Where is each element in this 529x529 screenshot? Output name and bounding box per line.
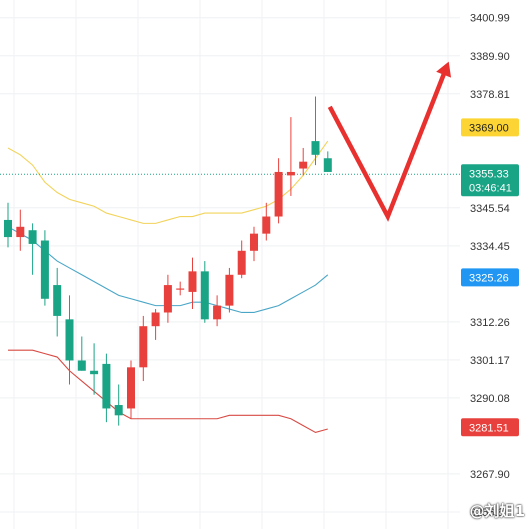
grid — [0, 0, 460, 529]
current-price-label: 3355.33 — [469, 168, 509, 180]
candle-body — [213, 305, 222, 320]
candle-body — [53, 285, 62, 316]
candle-body — [102, 363, 111, 409]
price-badge-blue — [461, 268, 519, 287]
candle-body — [127, 367, 135, 409]
candle-body — [311, 141, 320, 155]
price-badge-red — [461, 418, 519, 437]
y-tick-label: 3256.81 — [470, 507, 510, 519]
arrow-path — [327, 68, 448, 222]
candle-body — [65, 319, 74, 361]
price-badge-label: 3325.26 — [469, 272, 509, 284]
y-tick-label: 3312.26 — [470, 317, 510, 329]
price-badges: 3369.00 3325.26 3281.51 3355.33 03:46:41 — [461, 118, 519, 437]
candle-body — [299, 161, 308, 169]
y-tick-label: 3400.99 — [470, 13, 510, 25]
current-price-badge — [461, 164, 519, 197]
candle-body — [151, 312, 160, 327]
band-line-lower — [8, 349, 328, 434]
y-tick-label: 3345.54 — [470, 203, 510, 215]
candle-body — [200, 271, 209, 320]
candle-body — [237, 250, 246, 275]
price-badge-label: 3281.51 — [469, 422, 509, 434]
y-tick-label: 3301.17 — [470, 355, 510, 367]
y-tick-label: 3389.90 — [470, 51, 510, 63]
forecast-arrow — [327, 61, 452, 222]
candle-body — [323, 158, 332, 172]
y-tick-label: 3378.81 — [470, 89, 510, 101]
watermark: @刘姐1 — [469, 502, 525, 520]
candle-body — [77, 360, 86, 371]
arrow-head — [436, 61, 452, 78]
price-badge-yellow — [461, 118, 519, 137]
candle-body — [114, 405, 123, 416]
price-badge-label: 3369.00 — [469, 122, 509, 134]
candle-body — [250, 233, 258, 251]
y-tick-label: 3267.90 — [470, 469, 510, 481]
countdown-label: 03:46:41 — [469, 182, 512, 194]
candle-body — [176, 288, 185, 290]
y-tick-label: 3290.08 — [470, 393, 510, 405]
candle-body — [225, 274, 234, 306]
candle-body — [286, 171, 295, 176]
candle-body — [262, 216, 271, 234]
candle-body — [188, 271, 197, 292]
candle-body — [16, 226, 25, 238]
candle-body — [163, 285, 172, 313]
candle-body — [90, 370, 99, 375]
ma-line-yellow — [7, 140, 329, 224]
candle-body — [40, 240, 49, 299]
candles — [4, 96, 332, 426]
candle-body — [28, 230, 37, 244]
candle-body — [4, 219, 12, 238]
y-tick-label: 3334.45 — [470, 241, 510, 253]
candle-body — [274, 171, 283, 217]
candle-body — [139, 326, 148, 368]
price-axis: 3400.99 3389.90 3378.81 3345.54 3334.45 3312.… — [470, 13, 510, 519]
